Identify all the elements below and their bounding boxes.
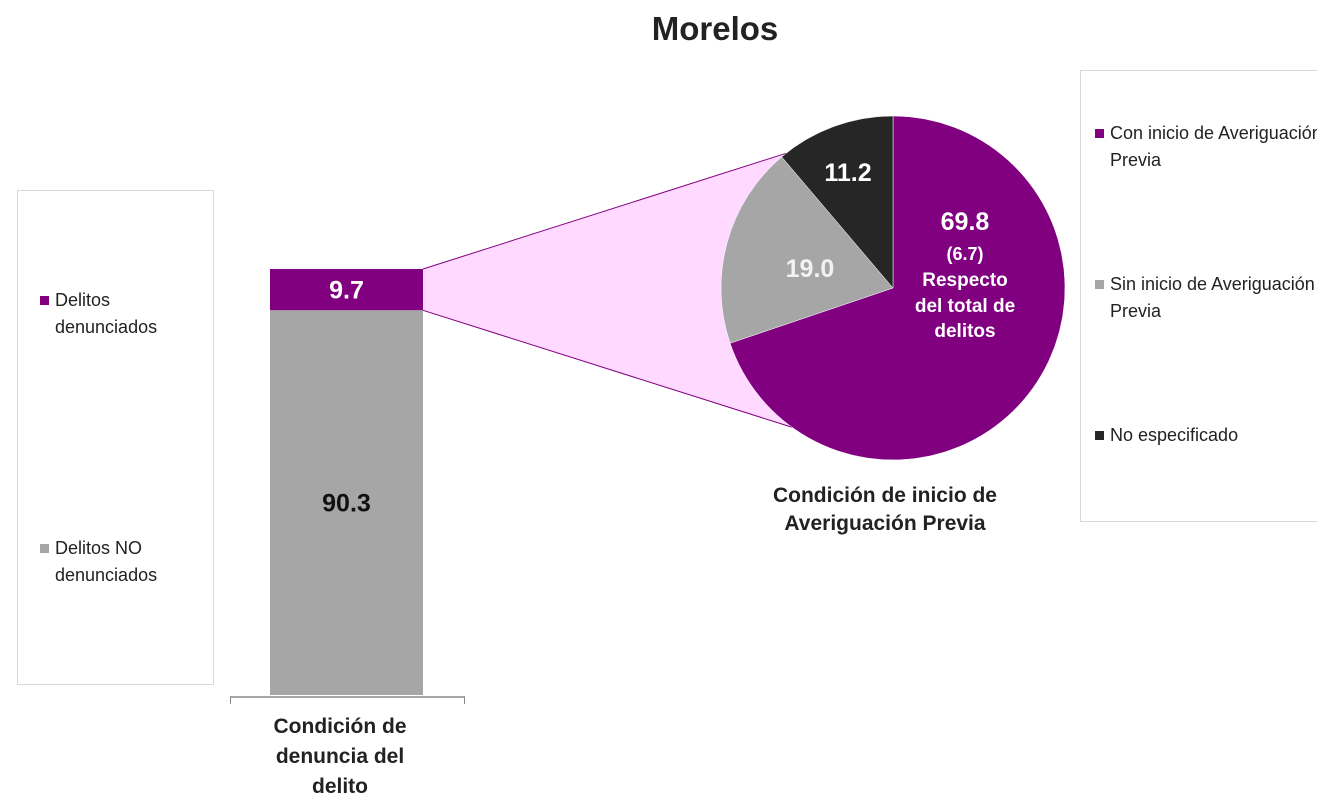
- annotation: Respecto del total de delitos: [914, 270, 1016, 342]
- connector-area: [423, 153, 793, 428]
- data-label: 19.0: [786, 255, 835, 283]
- data-label: 69.8: [941, 208, 990, 236]
- legend-label: Sin inicio de Averiguación Previa: [1110, 274, 1315, 321]
- x-axis-label: Condición de denuncia del delito: [273, 715, 407, 798]
- chart-title: Morelos: [651, 10, 779, 47]
- legend-item: Con inicio de Averiguación Previa: [1095, 120, 1317, 174]
- pie-slice: [720, 156, 894, 344]
- pie-slice: [729, 115, 1066, 461]
- bar-segment: [270, 269, 423, 311]
- legend-item: Delitos denunciados: [40, 287, 205, 341]
- legend-swatch: [40, 544, 49, 553]
- data-label: 90.3: [322, 490, 371, 518]
- legend-swatch: [1095, 280, 1104, 289]
- connector-line: [422, 309, 793, 428]
- bar-segment: [270, 310, 423, 695]
- legend-swatch: [1095, 431, 1104, 440]
- legend-swatch: [40, 296, 49, 305]
- annotation: (6.7): [946, 244, 984, 264]
- legend: [1080, 70, 1317, 522]
- legend: [17, 190, 214, 685]
- legend-item: Sin inicio de Averiguación Previa: [1095, 271, 1317, 325]
- legend-item: Delitos NO denunciados: [40, 535, 205, 589]
- legend-label: Con inicio de Averiguación Previa: [1110, 123, 1317, 170]
- pie-title: Condición de inicio de Averiguación Prev…: [772, 484, 997, 535]
- pie-slice: [781, 115, 894, 289]
- legend-swatch: [1095, 129, 1104, 138]
- legend-item: No especificado: [1095, 422, 1317, 449]
- legend-label: Delitos NO denunciados: [55, 538, 158, 585]
- legend-label: Delitos denunciados: [55, 290, 158, 337]
- legend-label: No especificado: [1110, 425, 1239, 445]
- connector-line: [422, 152, 787, 270]
- data-label: 9.7: [329, 277, 364, 305]
- data-label: 11.2: [824, 159, 871, 187]
